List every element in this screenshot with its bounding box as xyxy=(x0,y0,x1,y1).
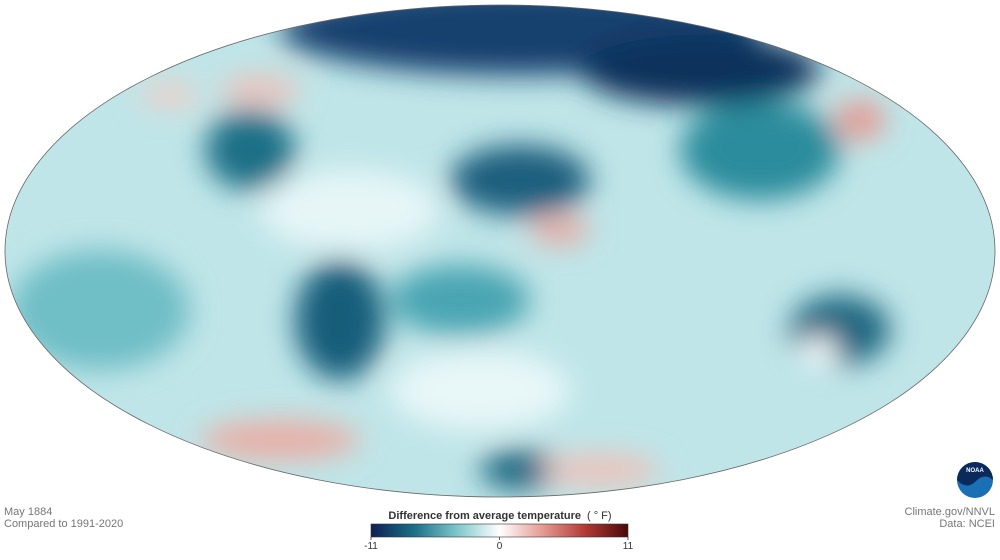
baseline-note: Compared to 1991-2020 xyxy=(4,518,123,530)
logo-top xyxy=(957,462,993,486)
legend-tick-label: 11 xyxy=(623,541,634,552)
anomaly-field xyxy=(10,5,890,490)
credit: Climate.gov/NNVL xyxy=(905,506,995,518)
logo-text: NOAA xyxy=(966,468,984,474)
data-source: Data: NCEI xyxy=(939,518,995,530)
globe-outline xyxy=(4,4,996,498)
legend-unit: ( ° F) xyxy=(587,510,612,522)
legend-tick-label: 0 xyxy=(497,541,503,552)
legend-title: Difference from average temperature ( ° F… xyxy=(388,510,611,522)
legend-bar xyxy=(370,523,629,538)
legend-title-text: Difference from average temperature xyxy=(388,510,581,522)
legend-tick-label: -11 xyxy=(364,541,378,552)
legend-ticks: -11 0 11 xyxy=(364,537,634,552)
map-date: May 1884 xyxy=(4,506,52,518)
noaa-logo: NOAA xyxy=(957,462,993,498)
